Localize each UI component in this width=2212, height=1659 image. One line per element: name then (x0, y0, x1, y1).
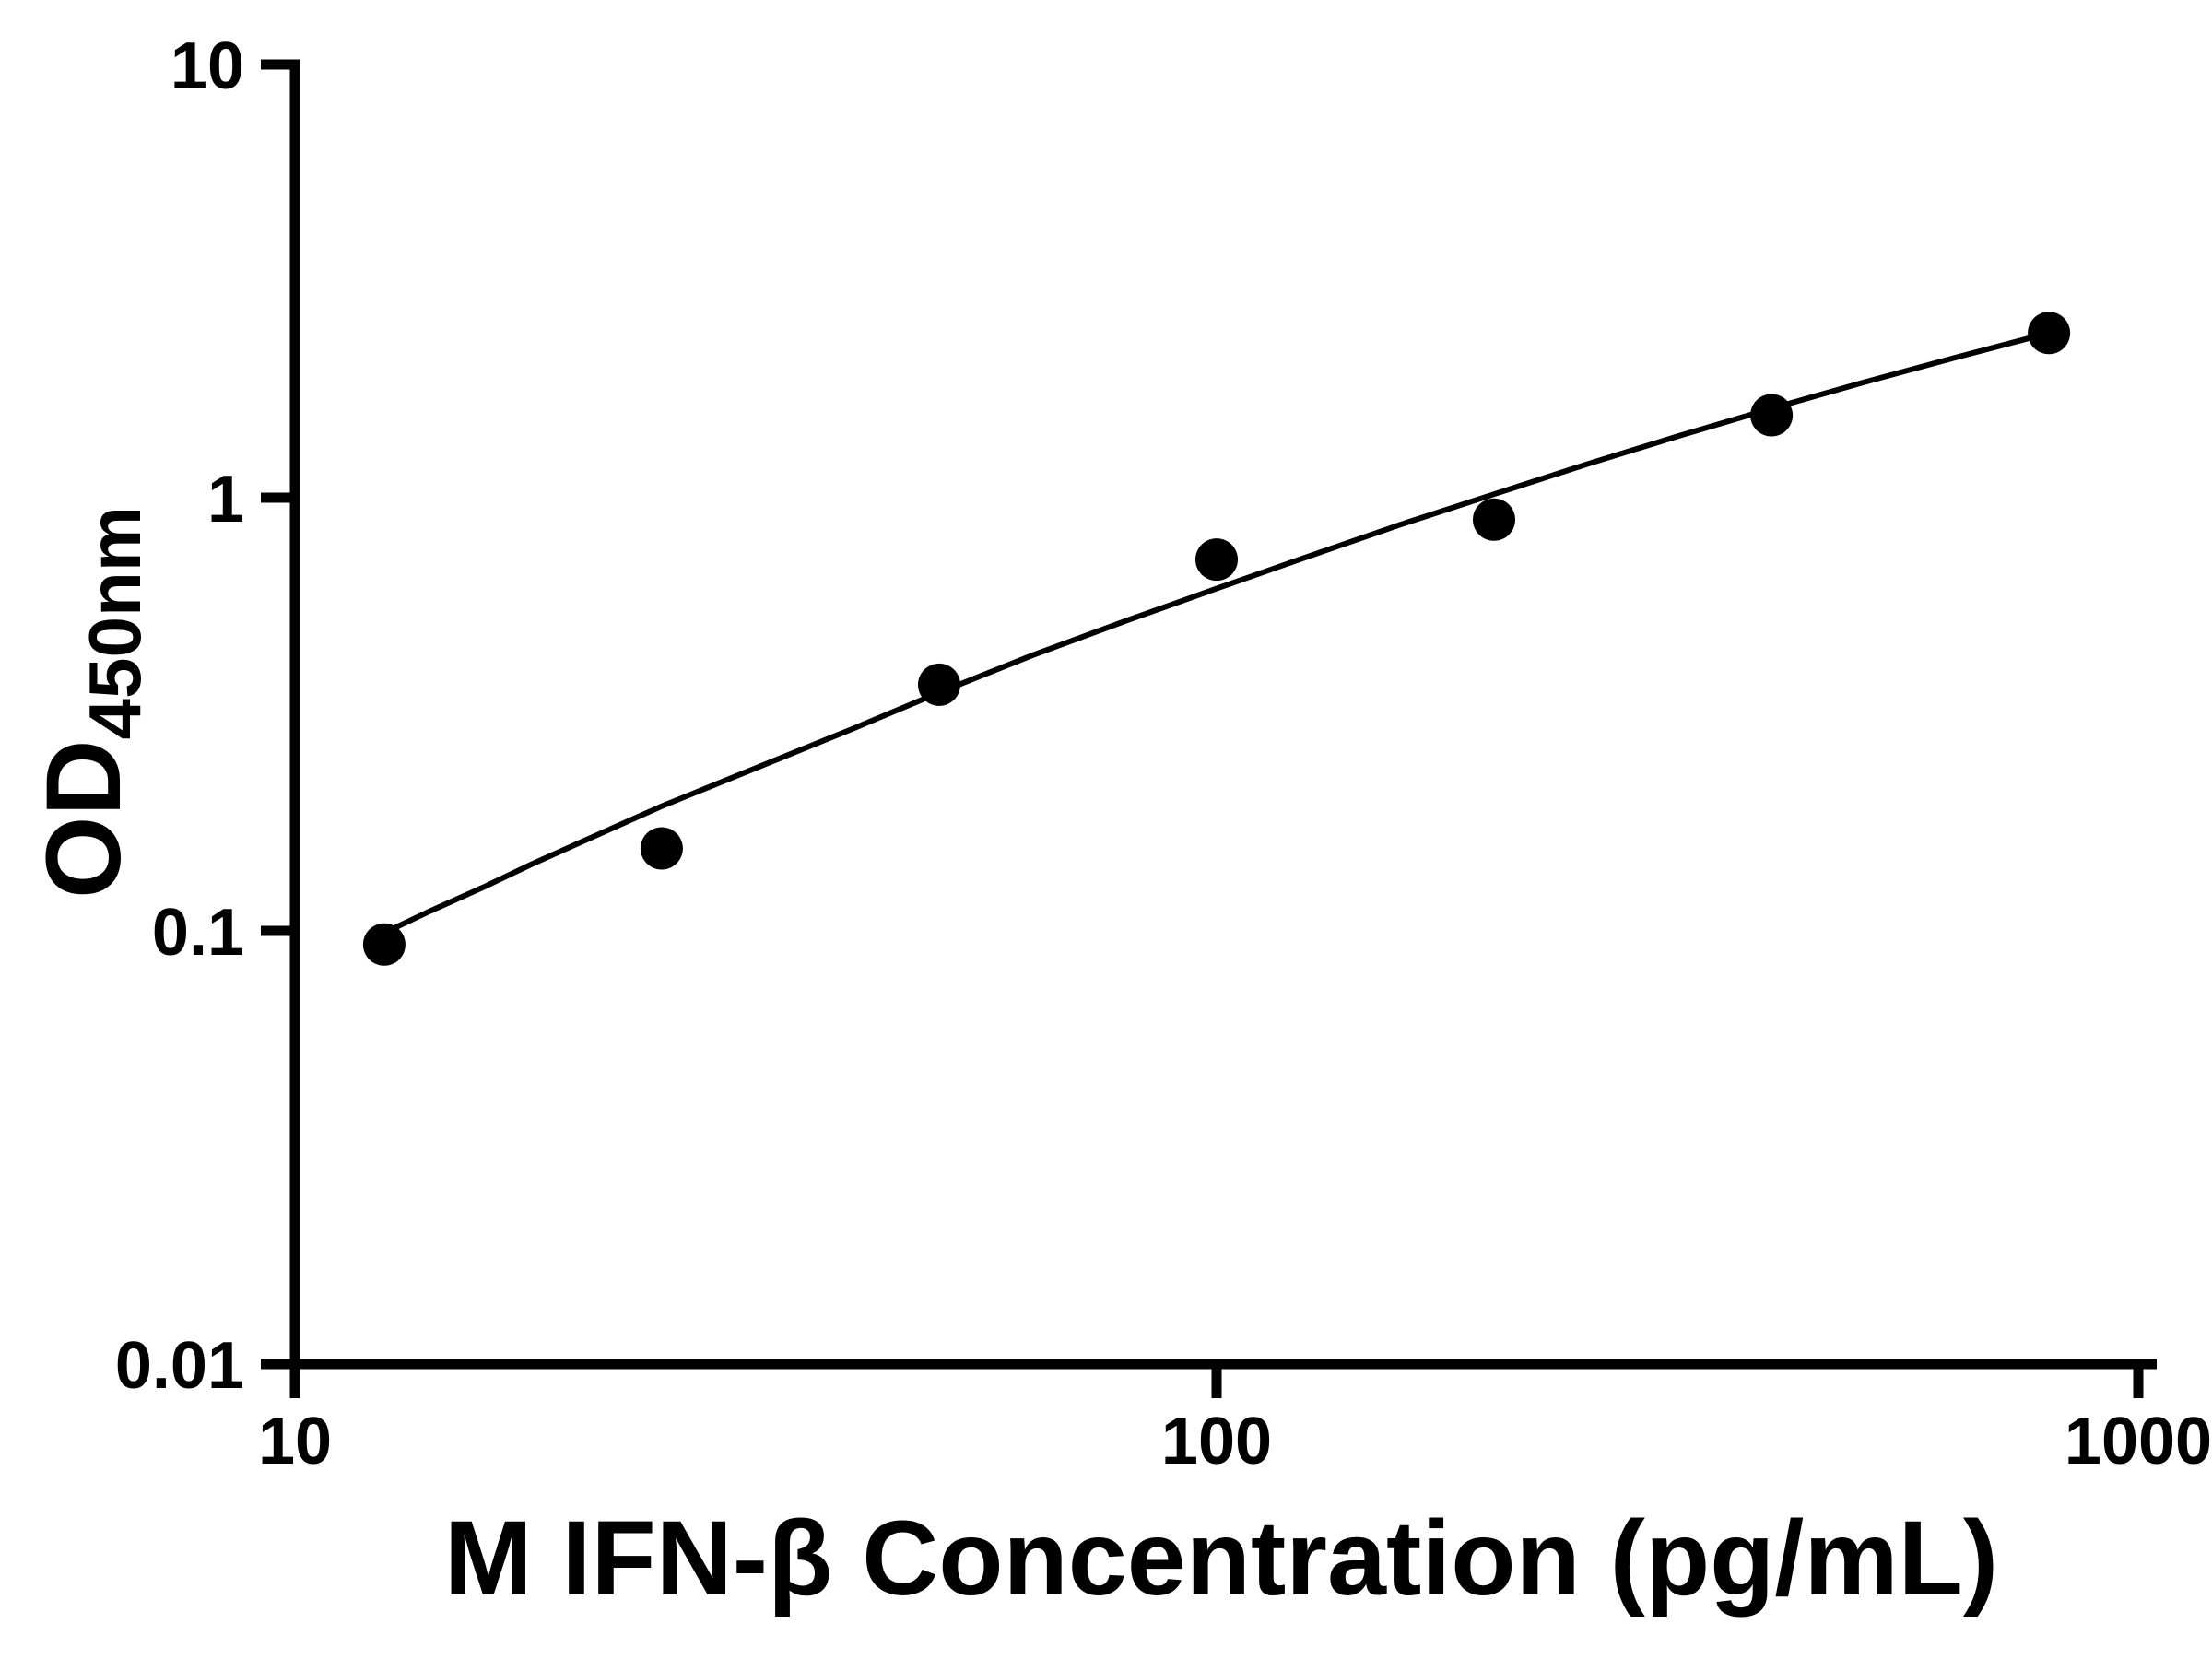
data-layer (362, 312, 2071, 966)
y-tick-label: 0.1 (152, 896, 244, 970)
data-point (1750, 394, 1794, 437)
y-axis-title-main: OD (25, 740, 143, 900)
y-axis-title-subscript: 450nm (74, 506, 156, 739)
y-tick-label: 0.01 (115, 1329, 244, 1403)
x-axis-title: M IFN-β Concentration (pg/mL) (444, 1500, 1998, 1618)
data-point (2028, 312, 2071, 355)
fit-curve (365, 327, 2062, 944)
x-tick-label: 1000 (2065, 1405, 2212, 1478)
y-axis-title: OD450nm (25, 506, 156, 899)
x-tick-label: 100 (1161, 1405, 1272, 1478)
data-point (1473, 498, 1515, 541)
data-point (640, 827, 683, 870)
y-tick-label: 10 (171, 29, 244, 103)
data-point (918, 663, 960, 706)
data-point (1195, 538, 1238, 582)
x-tick-label: 10 (258, 1405, 332, 1478)
y-tick-label: 1 (207, 463, 244, 536)
data-point (362, 923, 406, 966)
